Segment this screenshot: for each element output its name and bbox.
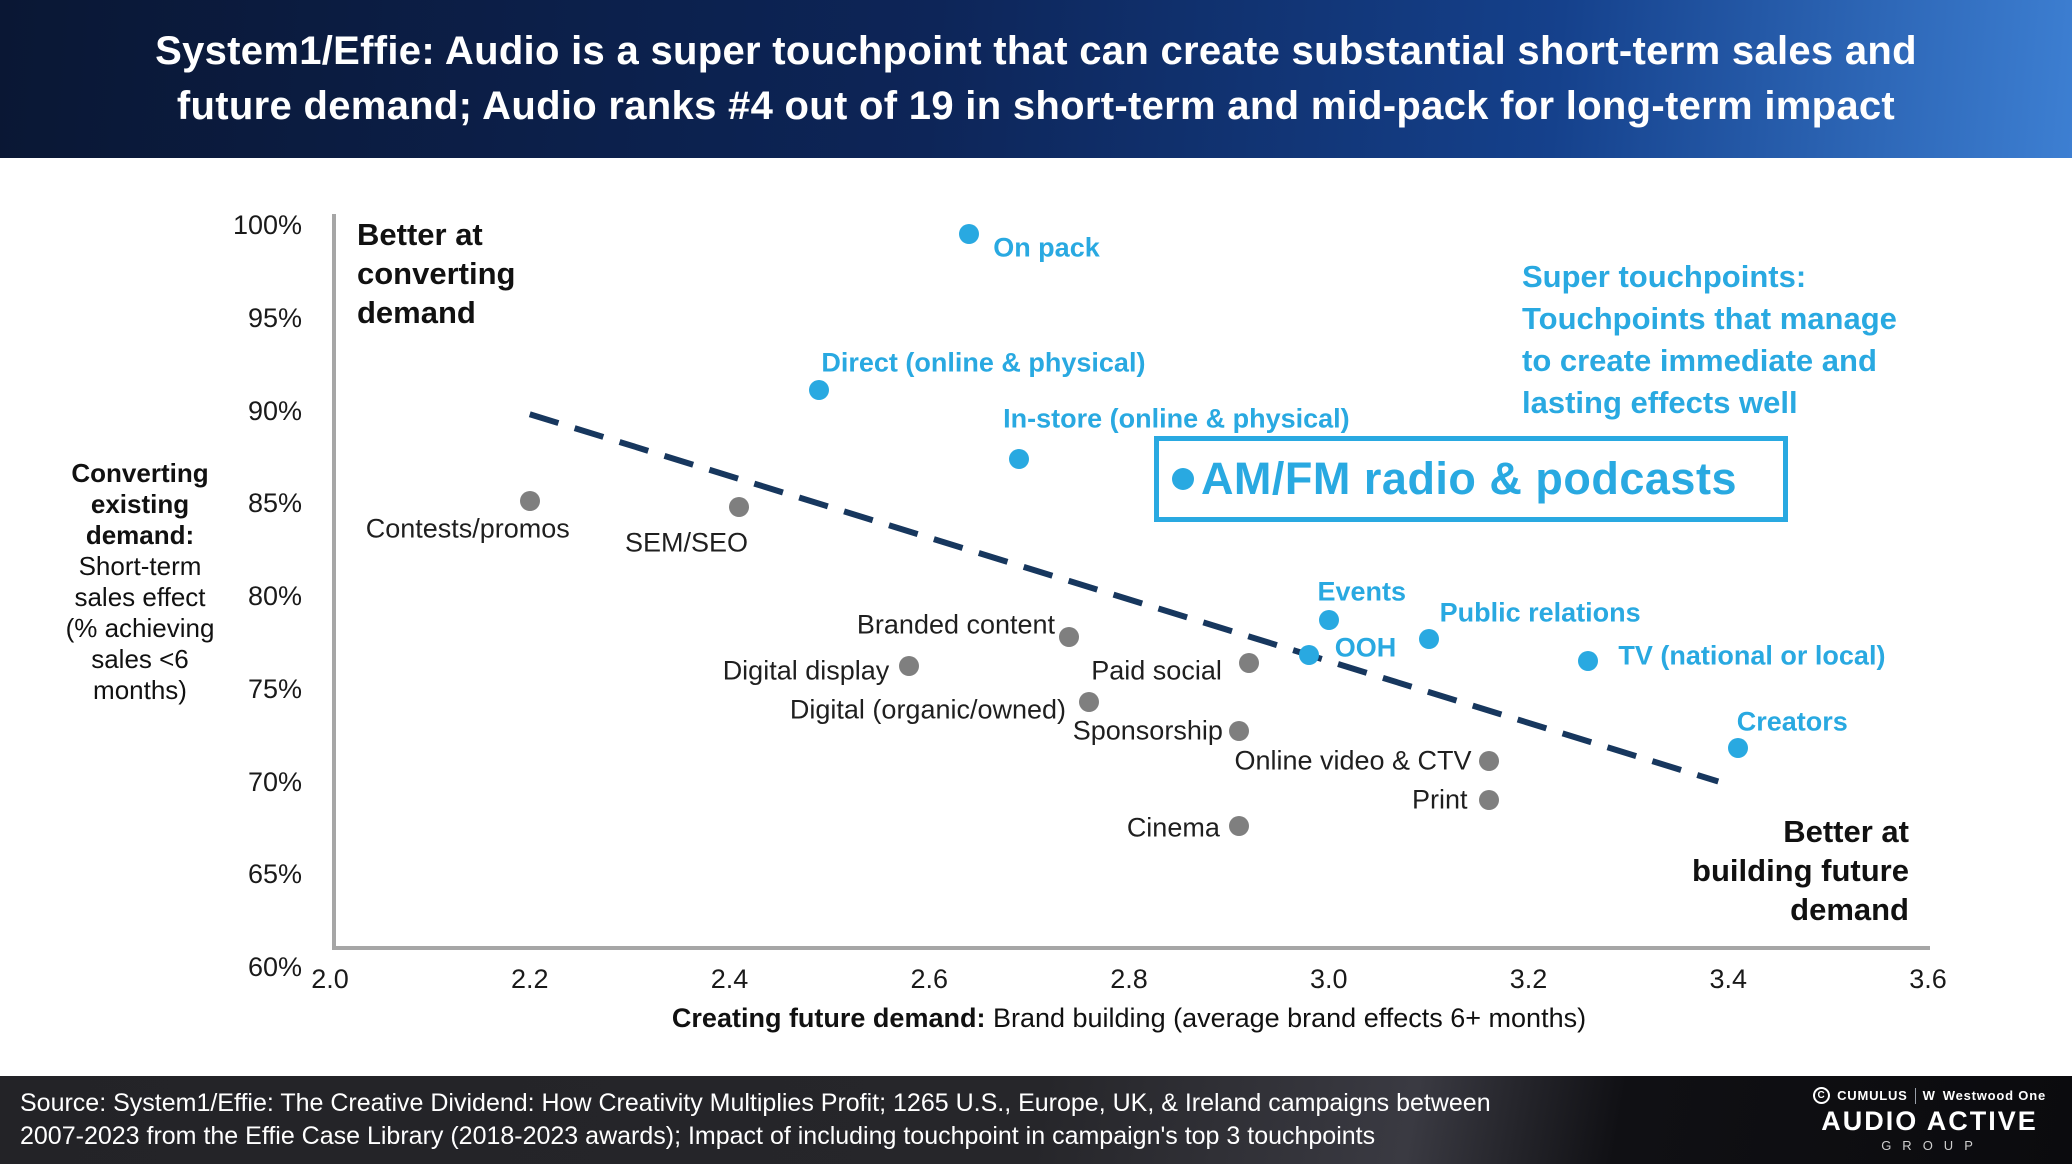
data-point-dot: [1009, 448, 1030, 469]
y-tick-label: 70%: [247, 766, 302, 797]
y-tick-label: 85%: [247, 488, 302, 519]
logo-divider: [1914, 1087, 1916, 1104]
data-point-dot: [809, 380, 830, 401]
data-point-dot: [1478, 751, 1499, 772]
data-point-label: Print: [1412, 784, 1468, 815]
data-point-dot: [1228, 816, 1249, 837]
y-tick-label: 100%: [232, 210, 302, 240]
slide-title-line1: System1/Effie: Audio is a super touchpoi…: [155, 29, 1917, 73]
x-tick-label: 3.6: [1909, 964, 1947, 994]
source-line1: Source: System1/Effie: The Creative Divi…: [20, 1089, 1491, 1117]
data-point-label: Sponsorship: [1072, 715, 1223, 746]
y-axis-line: [332, 214, 336, 950]
source-text: Source: System1/Effie: The Creative Divi…: [0, 1087, 1491, 1153]
data-point-label: Digital display: [722, 655, 890, 686]
x-axis-title-bold: Creating future demand:: [671, 1003, 986, 1033]
group-wordmark: GROUP: [1881, 1138, 1984, 1153]
slide-title-line2: future demand; Audio ranks #4 out of 19 …: [176, 84, 1896, 128]
x-tick-label: 3.2: [1509, 964, 1548, 994]
x-tick-label: 3.4: [1709, 964, 1748, 994]
x-tick-label: 2.2: [510, 964, 549, 994]
x-tick-label: 2.8: [1110, 964, 1148, 994]
amfm-data-point-dot: [1171, 468, 1194, 491]
data-point-label: TV (national or local): [1618, 640, 1886, 671]
data-point-dot: [1059, 626, 1080, 647]
annotation-better-converting: Better at converting demand: [357, 217, 516, 330]
data-point-label: Digital (organic/owned): [789, 694, 1067, 725]
x-tick-label: 2.4: [710, 964, 749, 994]
x-tick-labels: 2.0 2.2 2.4 2.6 2.8 3.0 3.2 3.4 3.6: [0, 158, 2072, 1076]
data-point-label: Public relations: [1439, 597, 1641, 628]
y-tick-label: 80%: [247, 581, 302, 611]
slide-footer: Source: System1/Effie: The Creative Divi…: [0, 1076, 2072, 1164]
annotation-super-touchpoints: Super touchpoints: Touchpoints that mana…: [1522, 259, 1897, 420]
x-tick-label: 3.0: [1309, 964, 1348, 994]
source-line2: 2007-2023 from the Effie Case Library (2…: [20, 1122, 1376, 1150]
y-tick-label: 60%: [247, 952, 302, 982]
data-point-label: Cinema: [1126, 812, 1220, 843]
y-tick-label: 65%: [247, 859, 302, 890]
y-tick-label: 75%: [247, 673, 302, 704]
westwood-one-icon: W: [1922, 1088, 1936, 1103]
data-point-dot: [1728, 738, 1749, 759]
y-axis-title: Converting existing demand: Short-term s…: [10, 458, 270, 706]
y-tick-label: 90%: [247, 395, 302, 426]
highlight-box: AM/FM radio & podcasts: [1153, 436, 1788, 523]
y-tick-labels: 100% 95% 90% 85% 80% 75% 70% 65% 60%: [0, 158, 332, 1076]
data-point-label: Creators: [1736, 706, 1848, 737]
cumulus-wordmark: CUMULUS: [1837, 1088, 1908, 1103]
data-point-label: OOH: [1334, 632, 1397, 663]
brand-logo: C CUMULUS W Westwood One AUDIO ACTIVE GR…: [1813, 1087, 2072, 1153]
data-point-label: Contests/promos: [365, 513, 570, 544]
data-point-dot: [1478, 790, 1499, 811]
data-point-dot: [1578, 650, 1599, 671]
data-point-label: Direct (online & physical): [821, 347, 1146, 378]
data-point-label: In-store (online & physical): [1003, 403, 1350, 434]
westwood-wordmark: Westwood One: [1942, 1088, 2046, 1103]
data-point-label: Paid social: [1091, 655, 1222, 686]
data-point-label: On pack: [993, 232, 1100, 263]
slide-title: System1/Effie: Audio is a super touchpoi…: [155, 24, 1917, 134]
data-point-dot: [519, 491, 540, 512]
slide-header: System1/Effie: Audio is a super touchpoi…: [0, 0, 2072, 158]
data-point-label: Online video & CTV: [1234, 745, 1472, 776]
annotation-better-building: Better at building future demand: [1692, 814, 1909, 927]
data-point-dot: [1079, 691, 1100, 712]
data-point-dot: [1298, 645, 1319, 666]
x-axis-title-rest: Brand building (average brand effects 6+…: [985, 1003, 1587, 1033]
brand-lockup: C CUMULUS W Westwood One: [1813, 1087, 2046, 1104]
data-point-dot: [1418, 628, 1439, 649]
amfm-label: AM/FM radio & podcasts: [1200, 453, 1737, 505]
cumulus-icon: C: [1813, 1087, 1831, 1104]
scatter-chart: 100% 95% 90% 85% 80% 75% 70% 65% 60% 2.0 2.2 2.4 2.…: [0, 158, 2072, 1076]
x-axis-title: Creating future demand: Brand building (…: [330, 1003, 1928, 1034]
data-point-dot: [1318, 610, 1339, 631]
x-tick-label: 2.6: [910, 964, 949, 994]
audio-active-wordmark: AUDIO ACTIVE: [1821, 1106, 2038, 1136]
data-point-dot: [959, 224, 980, 245]
y-axis-title-bold: Converting existing demand:: [71, 458, 209, 550]
data-point-label: Branded content: [856, 609, 1056, 640]
data-point-label: Events: [1317, 576, 1407, 607]
data-point-dot: [729, 496, 750, 517]
data-point-dot: [899, 656, 920, 677]
data-point-dot: [1238, 652, 1259, 673]
x-axis-line: [332, 946, 1930, 950]
y-axis-title-rest: Short-term sales effect (% achieving sal…: [65, 551, 215, 705]
y-tick-label: 95%: [247, 302, 302, 333]
data-point-dot: [1228, 721, 1249, 742]
data-point-label: SEM/SEO: [624, 527, 748, 558]
x-tick-label: 2.0: [311, 964, 349, 994]
